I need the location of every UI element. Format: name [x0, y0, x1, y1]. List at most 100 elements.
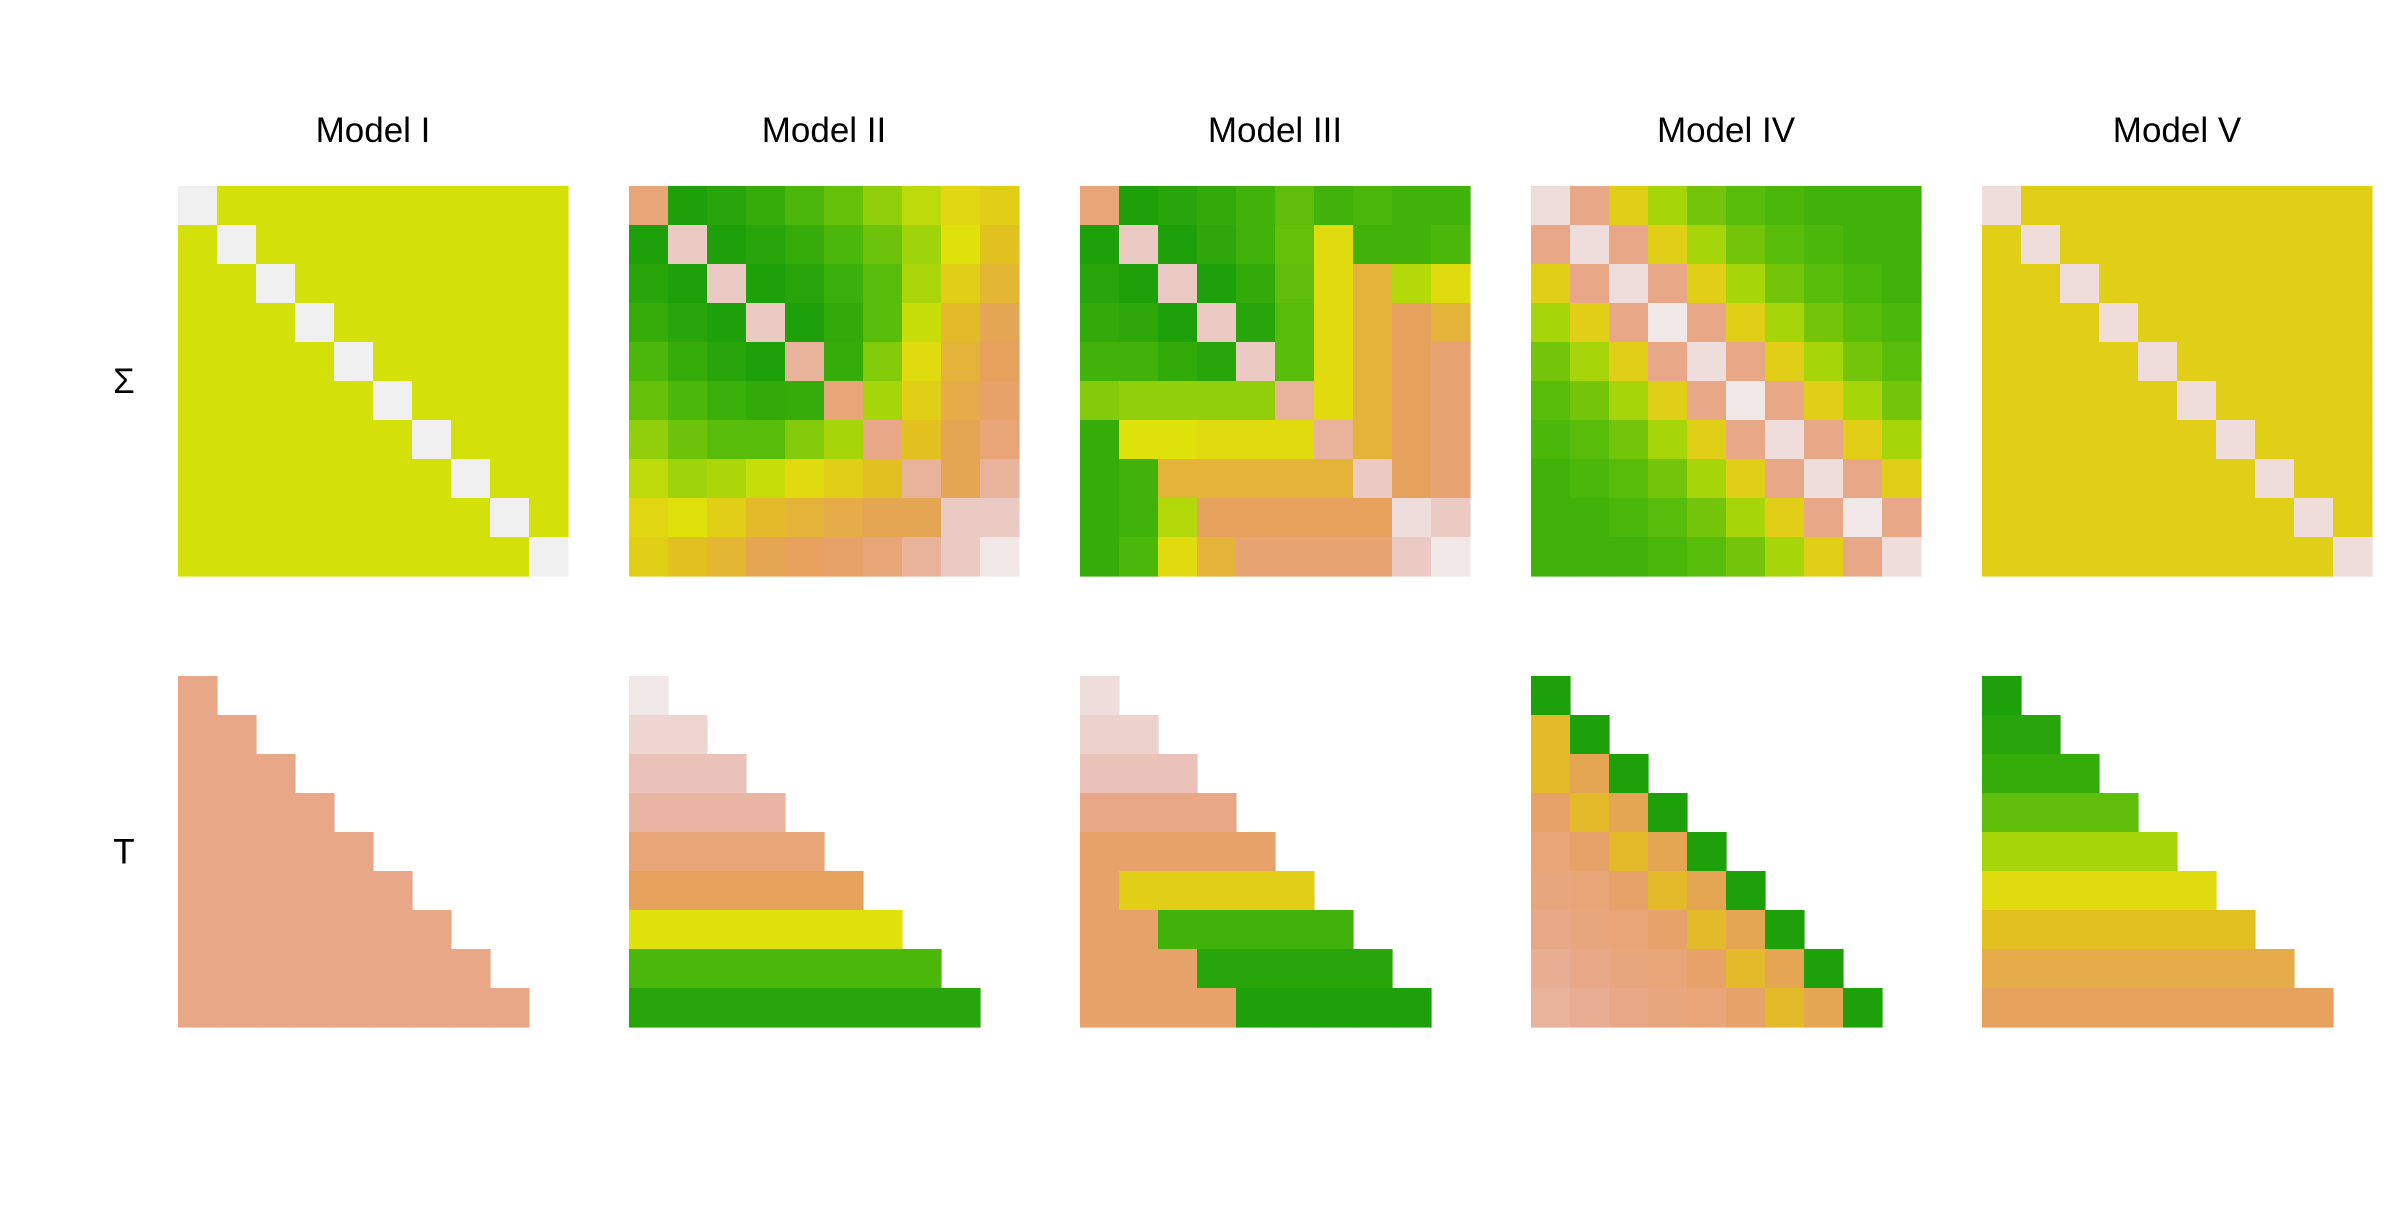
heatmap-cell [2333, 420, 2373, 460]
heatmap-cell [1431, 186, 1471, 226]
heatmap-cell [668, 459, 708, 499]
heatmap-cell [217, 832, 257, 872]
heatmap-cell [980, 420, 1020, 460]
heatmap-cell [2060, 342, 2100, 382]
heatmap-cell [629, 910, 669, 950]
heatmap-cell [1843, 420, 1883, 460]
heatmap-cell [1158, 264, 1198, 304]
heatmap-cell [256, 871, 296, 911]
heatmap-cell [1648, 186, 1688, 226]
heatmap-cell [1982, 264, 2022, 304]
heatmap-cell [295, 988, 335, 1028]
heatmap-cell [1119, 303, 1159, 343]
heatmap-cell [668, 186, 708, 226]
heatmap-cell [1531, 715, 1571, 755]
heatmap-cell [2216, 420, 2256, 460]
heatmap-cell [178, 420, 218, 460]
heatmap-cell [746, 225, 786, 265]
heatmap-cell [178, 498, 218, 538]
heatmap-cell [373, 264, 413, 304]
heatmap-cell [629, 537, 669, 577]
heatmap-cell [1765, 303, 1805, 343]
heatmap-cell [1765, 498, 1805, 538]
heatmap-cell [863, 949, 903, 989]
heatmap-cell [178, 303, 218, 343]
heatmap-cell [2099, 949, 2139, 989]
heatmap-cell [256, 225, 296, 265]
heatmap-cell [1765, 186, 1805, 226]
heatmap-cell [1158, 793, 1198, 833]
heatmap-cell [1531, 793, 1571, 833]
heatmap-cell [334, 186, 374, 226]
heatmap-cell [1119, 537, 1159, 577]
heatmap-cell [1314, 910, 1354, 950]
heatmap-cell [2177, 381, 2217, 421]
heatmap-cell [1119, 186, 1159, 226]
heatmap-cell [1843, 537, 1883, 577]
heatmap-cell [334, 303, 374, 343]
heatmap-cell [1648, 910, 1688, 950]
heatmap-cell [2255, 225, 2295, 265]
heatmap-cell [1158, 832, 1198, 872]
heatmap-cell [785, 342, 825, 382]
heatmap-cell [1982, 342, 2022, 382]
heatmap-cell [2021, 754, 2061, 794]
heatmap-cell [1119, 949, 1159, 989]
heatmap-cell [2138, 342, 2178, 382]
heatmap-cell [1531, 988, 1571, 1028]
heatmap-cell [2255, 342, 2295, 382]
heatmap-cell [707, 949, 747, 989]
heatmap-cell [1353, 303, 1393, 343]
heatmap-cell [412, 459, 452, 499]
heatmap-cell [2138, 303, 2178, 343]
heatmap-cell [863, 459, 903, 499]
heatmap-cell [902, 342, 942, 382]
heatmap-cell [256, 910, 296, 950]
heatmap-cell [824, 342, 864, 382]
heatmap-cell [2255, 459, 2295, 499]
heatmap-cell [295, 264, 335, 304]
heatmap-cell [451, 988, 491, 1028]
heatmap-cell [2177, 910, 2217, 950]
heatmap-cell [1353, 225, 1393, 265]
heatmap-cell [1080, 459, 1120, 499]
heatmap-cell [824, 459, 864, 499]
column-title: Model V [2113, 111, 2242, 150]
heatmap-cell [1119, 832, 1159, 872]
heatmap-cell [1765, 949, 1805, 989]
heatmap-cell [1882, 303, 1922, 343]
heatmap-cell [256, 949, 296, 989]
heatmap-cell [2138, 420, 2178, 460]
heatmap-cell [746, 988, 786, 1028]
heatmap-cell [1804, 537, 1844, 577]
heatmap-panel [629, 676, 981, 1028]
heatmap-cell [412, 264, 452, 304]
heatmap-cell [2216, 381, 2256, 421]
heatmap-cell [1609, 264, 1649, 304]
heatmap-cell [1197, 910, 1237, 950]
heatmap-cell [707, 303, 747, 343]
heatmap-cell [2060, 871, 2100, 911]
heatmap-cell [980, 381, 1020, 421]
heatmap-cell [1570, 754, 1610, 794]
heatmap-cell [746, 264, 786, 304]
heatmap-cell [1080, 949, 1120, 989]
heatmap-cell [1531, 832, 1571, 872]
heatmap-cell [1236, 498, 1276, 538]
heatmap-cell [1158, 537, 1198, 577]
heatmap-cell [980, 498, 1020, 538]
heatmap-cell [1687, 537, 1727, 577]
heatmap-cell [1648, 381, 1688, 421]
heatmap-cell [629, 186, 669, 226]
heatmap-cell [863, 910, 903, 950]
heatmap-cell [2216, 988, 2256, 1028]
heatmap-cell [1275, 420, 1315, 460]
heatmap-cell [2021, 264, 2061, 304]
heatmap-cell [1197, 793, 1237, 833]
heatmap-cell [785, 303, 825, 343]
heatmap-cell [1765, 264, 1805, 304]
heatmap-cell [2060, 459, 2100, 499]
heatmap-cell [178, 754, 218, 794]
heatmap-cell [941, 498, 981, 538]
heatmap-cell [2060, 303, 2100, 343]
